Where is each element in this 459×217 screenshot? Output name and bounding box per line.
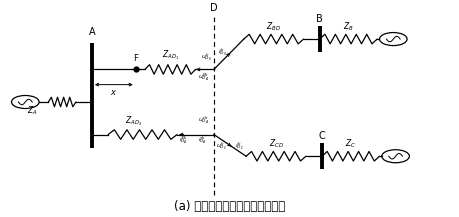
Text: $Z_{BD}$: $Z_{BD}$ xyxy=(266,20,280,33)
Text: $u_{D_0}^{k}$: $u_{D_0}^{k}$ xyxy=(200,51,211,63)
Text: $u_{D_A}^{rk}$: $u_{D_A}^{rk}$ xyxy=(198,114,209,126)
Text: $i_{D_A}^{rk}$: $i_{D_A}^{rk}$ xyxy=(197,134,206,146)
Text: $u_{D_C}^{k}$: $u_{D_C}^{k}$ xyxy=(216,141,227,153)
Text: $i_{D_A}^{Ek}$: $i_{D_A}^{Ek}$ xyxy=(179,134,188,146)
Text: $i_{D_C}^{k}$: $i_{D_C}^{k}$ xyxy=(234,141,243,153)
Text: $Z_{CD}$: $Z_{CD}$ xyxy=(268,137,283,150)
Text: $Z_A$: $Z_A$ xyxy=(27,104,38,117)
Text: $Z_{AD_2}$: $Z_{AD_2}$ xyxy=(124,115,142,128)
Text: C: C xyxy=(318,131,325,141)
Text: D: D xyxy=(210,3,217,13)
Text: F: F xyxy=(133,54,138,63)
Text: $u_{D_A}^{Ek}$: $u_{D_A}^{Ek}$ xyxy=(197,72,209,83)
Text: A: A xyxy=(89,27,95,37)
Text: (a) 局部耦合同塔雙回輸電線路模: (a) 局部耦合同塔雙回輸電線路模 xyxy=(174,200,285,213)
Text: $Z_C$: $Z_C$ xyxy=(344,137,356,150)
Text: $x$: $x$ xyxy=(110,88,117,97)
Text: $i_{D_0}^{k}$: $i_{D_0}^{k}$ xyxy=(217,46,226,58)
Text: B: B xyxy=(316,14,322,24)
Text: $Z_{AD_1}$: $Z_{AD_1}$ xyxy=(161,48,179,62)
Text: $Z_B$: $Z_B$ xyxy=(342,20,353,33)
